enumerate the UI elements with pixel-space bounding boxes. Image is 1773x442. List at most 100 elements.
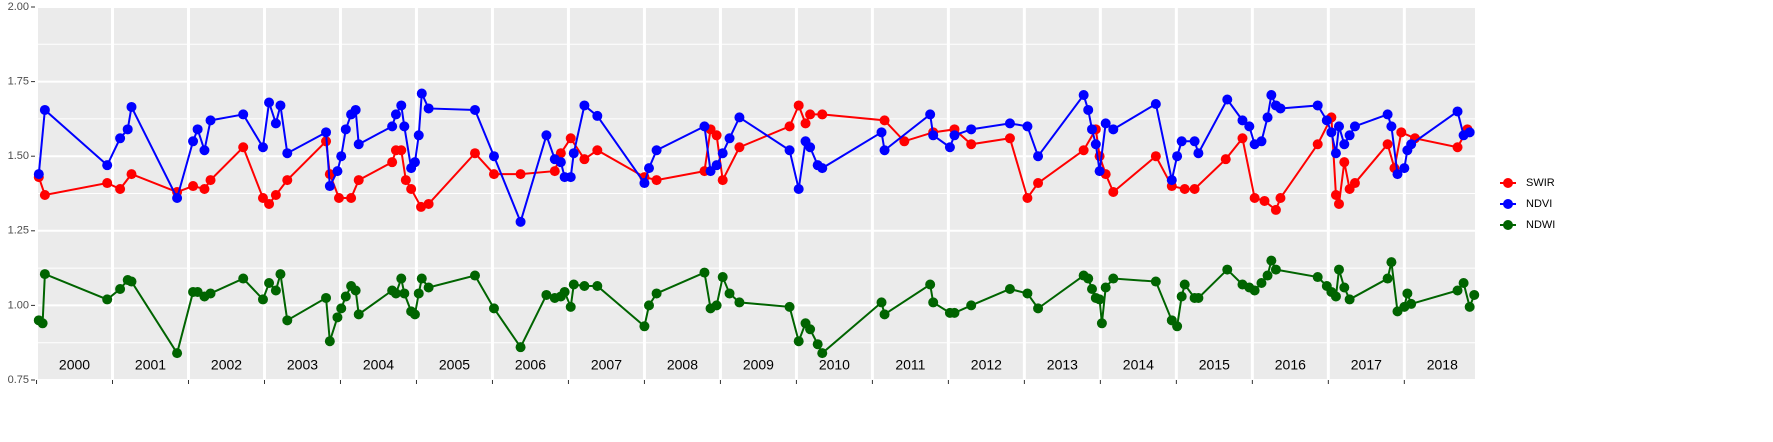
point xyxy=(416,88,427,99)
point xyxy=(264,278,275,289)
point xyxy=(1262,270,1273,281)
x-tick-label: 2010 xyxy=(819,357,850,373)
point xyxy=(1406,139,1417,150)
point xyxy=(1244,121,1255,132)
point xyxy=(282,175,293,186)
point xyxy=(333,192,344,203)
x-tick-label: 2000 xyxy=(59,357,90,373)
point xyxy=(717,272,728,283)
point xyxy=(102,160,113,171)
point xyxy=(488,169,499,180)
point xyxy=(188,136,199,147)
x-tick-label: 2013 xyxy=(1047,357,1078,373)
point xyxy=(1004,133,1015,144)
point xyxy=(172,192,183,203)
point xyxy=(1464,127,1475,138)
point xyxy=(270,285,281,296)
point xyxy=(416,201,427,212)
point xyxy=(353,309,364,320)
point xyxy=(238,142,249,153)
point xyxy=(711,130,722,141)
point xyxy=(592,110,603,121)
point xyxy=(568,279,579,290)
point xyxy=(1256,278,1267,289)
point xyxy=(390,288,401,299)
point xyxy=(966,300,977,311)
point xyxy=(1249,285,1260,296)
point xyxy=(1179,279,1190,290)
point xyxy=(1083,104,1094,115)
point xyxy=(949,307,960,318)
point xyxy=(1033,303,1044,314)
point xyxy=(876,297,887,308)
point xyxy=(469,104,480,115)
point xyxy=(1344,294,1355,305)
point xyxy=(559,286,570,297)
point xyxy=(699,267,710,278)
point xyxy=(400,175,411,186)
point xyxy=(416,273,427,284)
point xyxy=(1166,175,1177,186)
point xyxy=(396,273,407,284)
y-tick-label: 1.50 xyxy=(8,150,29,162)
point xyxy=(1237,115,1248,126)
point xyxy=(1150,276,1161,287)
point xyxy=(899,136,910,147)
point xyxy=(515,216,526,227)
point xyxy=(805,142,816,153)
point xyxy=(1193,292,1204,303)
point xyxy=(1193,148,1204,159)
point xyxy=(1399,163,1410,174)
point xyxy=(409,157,420,168)
point xyxy=(1330,291,1341,302)
point xyxy=(39,104,50,115)
point xyxy=(651,175,662,186)
point xyxy=(1172,151,1183,162)
point xyxy=(1078,90,1089,101)
point xyxy=(925,109,936,120)
point xyxy=(1333,264,1344,275)
point xyxy=(270,118,281,129)
point xyxy=(423,103,434,114)
point xyxy=(199,184,210,195)
point xyxy=(1094,294,1105,305)
point xyxy=(1312,100,1323,111)
x-tick-label: 2018 xyxy=(1427,357,1458,373)
point xyxy=(1386,121,1397,132)
point xyxy=(336,303,347,314)
point xyxy=(805,109,816,120)
point xyxy=(812,339,823,350)
point xyxy=(555,157,566,168)
point xyxy=(734,142,745,153)
point xyxy=(805,324,816,335)
point xyxy=(1392,169,1403,180)
legend-label: NDWI xyxy=(1526,219,1555,231)
point xyxy=(321,292,332,303)
point xyxy=(102,178,113,189)
point xyxy=(1150,98,1161,109)
point xyxy=(1339,157,1350,168)
point xyxy=(879,309,890,320)
point xyxy=(257,294,268,305)
point xyxy=(390,109,401,120)
point xyxy=(1326,127,1337,138)
x-tick-label: 2016 xyxy=(1275,357,1306,373)
legend-key xyxy=(1503,178,1513,188)
point xyxy=(1004,118,1015,129)
legend-label: SWIR xyxy=(1526,177,1555,189)
point xyxy=(734,297,745,308)
point xyxy=(565,133,576,144)
point xyxy=(238,109,249,120)
point xyxy=(205,175,216,186)
point xyxy=(643,163,654,174)
point xyxy=(966,124,977,135)
point xyxy=(925,279,936,290)
point xyxy=(340,124,351,135)
point xyxy=(879,145,890,156)
point xyxy=(966,139,977,150)
point xyxy=(1321,115,1332,126)
y-tick-label: 1.75 xyxy=(8,76,29,88)
point xyxy=(275,269,286,280)
point xyxy=(949,130,960,141)
point xyxy=(515,342,526,353)
